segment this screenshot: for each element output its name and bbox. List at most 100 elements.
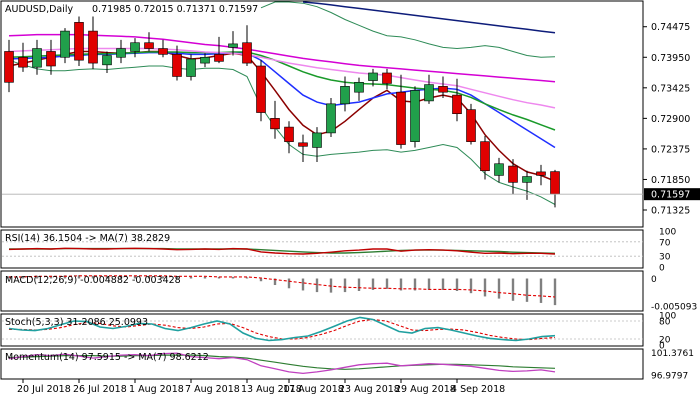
macd-tick-label: 0 [651,275,657,285]
symbol-label: AUDUSD,Daily [5,4,74,15]
momentum-label: Momentum(14) 97.5915 -> MA(7) 98.6212 [5,352,209,363]
candle-8 [116,39,126,64]
macd-tick-label: -0.005093 [651,303,697,313]
price-tick-label: 0.73950 [651,53,690,64]
momentum-tick-label: 101.3761 [651,349,694,359]
price-panel-frame [0,0,644,228]
stoch-tick-label: 0 [659,342,665,352]
candle-body [270,118,280,130]
date-axis: 20 Jul 2018 26 Jul 2018 1 Aug 2018 7 Aug 20… [17,379,505,395]
candle-body [550,171,560,195]
candle-4 [60,28,70,64]
candle-12 [172,45,182,81]
candle-body [466,109,476,142]
candle-body [200,56,210,64]
candle-19 [270,100,280,139]
candle-body [522,176,532,183]
price-axis: 0.74475 0.73950 0.73425 0.72900 0.72375 0.718… [643,22,700,382]
momentum-tick-label: 96.9797 [651,372,688,382]
moving-average-line-5 [302,1,556,34]
moving-average-line-0 [8,50,556,182]
momentum-signal-line [8,354,556,370]
candle-body [102,55,112,66]
candle-body [326,103,336,134]
candle-body [438,86,448,93]
candle-body [424,84,434,102]
ohlc-readout: 0.71985 0.72015 0.71371 0.71597 [92,4,258,15]
candle-11 [158,39,168,58]
moving-average-line-7 [260,1,556,58]
candle-17 [242,25,252,66]
price-tick-label: 0.73425 [651,83,690,94]
candle-3 [46,39,56,75]
candle-body [312,132,322,148]
stoch-label: Stoch(5,3,3) 31.2086 25.0993 [5,317,148,328]
momentum-panel-frame [0,348,644,380]
price-tick-label: 0.71325 [651,206,690,217]
rsi-plot [2,241,643,257]
candle-31 [438,76,448,98]
candle-0 [4,39,14,93]
rsi-label: RSI(14) 36.1504 -> MA(7) 38.2829 [5,233,170,244]
candle-body [256,65,266,113]
date-tick-label: 4 Sep 2018 [451,384,505,395]
current-price-label: 0.71597 [651,190,690,201]
candle-body [158,48,168,55]
candle-14 [200,53,210,68]
rsi-tick-label: 0 [659,264,665,274]
candle-body [116,48,126,58]
candle-body [410,90,420,142]
candle-body [284,126,294,142]
candle-body [60,30,70,58]
rsi-tick-label: 70 [659,238,671,248]
moving-average-line-3 [8,47,556,109]
candle-21 [298,134,308,162]
candle-body [368,72,378,81]
candle-15 [214,36,224,64]
candle-37 [522,170,532,200]
candle-body [88,30,98,64]
stoch-plot [2,316,643,342]
moving-average-line-2 [8,51,556,131]
rsi-tick-label: 100 [659,228,676,238]
rsi-line [8,247,556,255]
candle-2 [32,39,42,75]
candle-25 [354,77,364,101]
candle-32 [452,78,462,122]
price-tick-label: 0.71850 [651,175,690,186]
price-tick-label: 0.72375 [651,144,690,155]
candle-9 [130,38,140,58]
candle-body [228,43,238,48]
candle-24 [340,76,350,112]
macd-plot [7,275,557,306]
date-tick-label: 26 Jul 2018 [73,384,127,395]
candle-body [18,56,28,68]
candle-body [32,48,42,68]
stoch-tick-label: 20 [659,336,671,346]
candle-body [340,86,350,105]
candle-13 [186,54,196,81]
stoch-main-line [8,316,556,342]
stoch-tick-label: 100 [659,312,676,322]
current-price-tag [644,188,700,201]
candle-1 [18,42,28,72]
candle-33 [466,103,476,145]
stoch-tick-label: 80 [659,318,671,328]
date-tick-label: 20 Jul 2018 [17,384,71,395]
momentum-plot [8,352,556,375]
macd-label: MACD(12,26,9) -0.004882 -0.003428 [5,275,181,286]
moving-average-line-6 [8,59,556,205]
candle-body [46,51,56,67]
candle-body [144,42,154,49]
date-tick-label: 17 Aug 2018 [283,384,344,395]
candle-body [242,42,252,64]
candle-20 [284,121,294,154]
candle-body [382,72,392,84]
candle-body [396,91,406,145]
candle-body [186,58,196,77]
candle-body [480,141,490,172]
candle-38 [536,164,546,186]
date-tick-label: 1 Aug 2018 [129,384,184,395]
candle-26 [368,68,378,87]
